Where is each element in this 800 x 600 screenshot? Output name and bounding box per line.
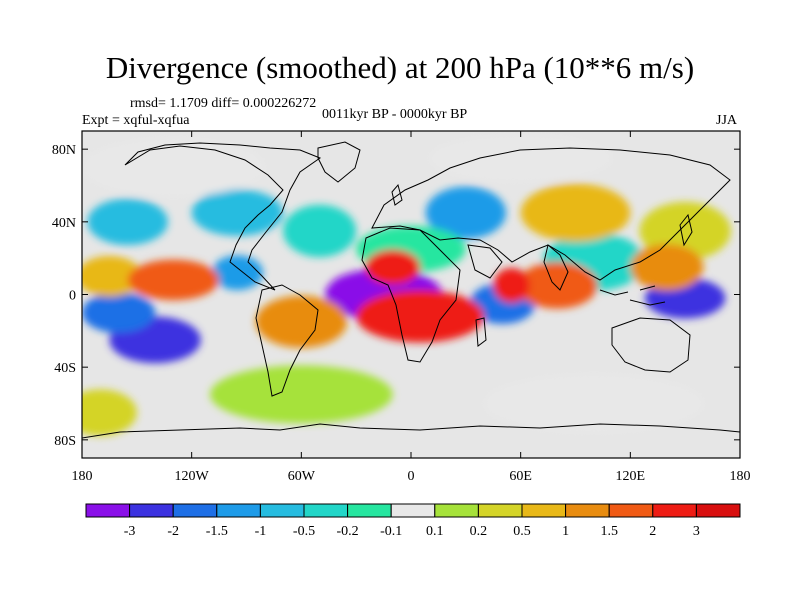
field-patch [484, 374, 704, 433]
colorbar-swatch [85, 503, 131, 518]
field-patch [517, 262, 598, 309]
colorbar-label: 2 [649, 524, 656, 539]
colorbar-swatch [608, 503, 654, 518]
lat-tick-label: 80S [54, 434, 76, 449]
lon-tick-label: 60W [288, 469, 316, 484]
colorbar-label: 0.1 [426, 524, 444, 539]
lat-tick-label: 0 [69, 289, 76, 304]
colorbar-label: -3 [124, 524, 136, 539]
colorbar-swatch [259, 503, 305, 518]
season-label: JJA [716, 113, 738, 128]
colorbar-label: -0.2 [337, 524, 359, 539]
field-patch [82, 255, 143, 297]
divergence-field [82, 134, 731, 436]
colorbar-label: 1.5 [600, 524, 618, 539]
field-patch [283, 204, 357, 258]
coastlines [82, 141, 740, 439]
colorbar-label: 3 [693, 524, 700, 539]
colorbar-swatch [477, 503, 523, 518]
longitude-axis: 180 120W 60W 0 60E 120E 180 [72, 131, 751, 484]
colorbar-label: -2 [167, 524, 179, 539]
lat-tick-label: 40S [54, 361, 76, 376]
field-patch [356, 290, 485, 343]
field-patch [365, 249, 421, 285]
period-label: 0011kyr BP - 0000kyr BP [322, 107, 468, 122]
lon-tick-label: 120W [175, 469, 210, 484]
colorbar-label: 0.5 [513, 524, 531, 539]
field-patch [255, 295, 348, 348]
colorbar-swatch [652, 503, 697, 518]
colorbar-swatch [695, 503, 741, 518]
field-patch [87, 198, 168, 246]
colorbar-swatch [521, 503, 567, 518]
field-patch [493, 267, 530, 303]
colorbar-label: 0.2 [470, 524, 488, 539]
experiment-label: Expt = xqful-xqfua [82, 113, 190, 128]
lon-tick-label: 0 [408, 469, 415, 484]
field-patch [209, 365, 393, 424]
field-patch [429, 134, 613, 182]
colorbar-label: -0.5 [293, 524, 315, 539]
lon-tick-label: 180 [730, 469, 751, 484]
lat-tick-label: 40N [52, 216, 76, 231]
colorbar: -3 -2 -1.5 -1 -0.5 -0.2 -0.1 0.1 0.2 0.5 1 1.5 2 3 [85, 503, 741, 539]
field-patch [630, 243, 704, 291]
colorbar-label: -1 [255, 524, 267, 539]
colorbar-swatch [390, 503, 436, 518]
colorbar-swatch [347, 503, 392, 518]
field-patch [82, 389, 137, 436]
colorbar-label: 1 [562, 524, 569, 539]
lon-tick-label: 180 [72, 469, 93, 484]
colorbar-label: -1.5 [206, 524, 228, 539]
stats-label: rmsd= 1.1709 diff= 0.000226272 [130, 96, 317, 111]
field-patch [425, 186, 507, 239]
field-patch [211, 255, 263, 291]
field-patch [82, 292, 156, 334]
latitude-axis: 80N 40N 0 40S 80S [52, 143, 740, 449]
colorbar-swatch [303, 503, 349, 518]
lat-tick-label: 80N [52, 143, 76, 158]
colorbar-swatch [565, 503, 610, 518]
colorbar-swatch [129, 503, 174, 518]
lon-tick-label: 60E [509, 469, 532, 484]
field-patch [520, 183, 631, 242]
colorbar-label: -0.1 [380, 524, 402, 539]
colorbar-swatch [216, 503, 261, 518]
colorbar-swatch [172, 503, 218, 518]
colorbar-swatch [434, 503, 479, 518]
field-patch [127, 259, 220, 301]
lon-tick-label: 120E [616, 469, 646, 484]
field-patch [191, 189, 284, 237]
plot-title: Divergence (smoothed) at 200 hPa (10**6 … [105, 50, 695, 85]
field-patch [82, 138, 265, 197]
